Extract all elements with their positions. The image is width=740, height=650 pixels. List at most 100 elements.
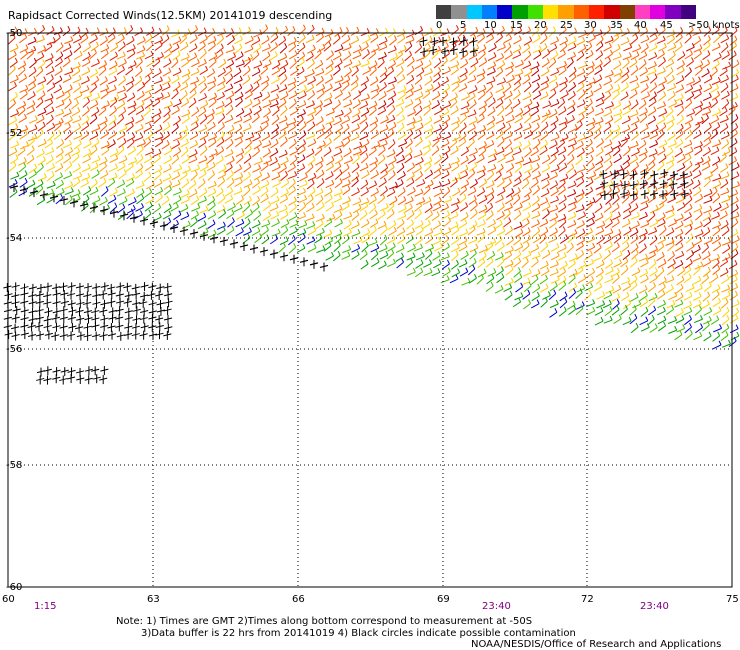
wind-barb xyxy=(630,237,639,245)
wind-barb xyxy=(594,320,604,326)
wind-barb xyxy=(161,29,170,36)
wind-barb xyxy=(271,118,280,125)
wind-barb xyxy=(693,93,702,100)
wind-barb-flag xyxy=(57,33,61,38)
wind-barb xyxy=(236,214,245,220)
wind-barb-flag xyxy=(303,90,307,96)
wind-barb-flag xyxy=(599,203,603,208)
wind-barb xyxy=(334,79,344,84)
wind-barb xyxy=(89,149,98,156)
wind-barb-flag xyxy=(59,84,63,90)
wind-barb xyxy=(440,111,450,117)
wind-barb xyxy=(261,39,270,45)
wind-barb xyxy=(549,303,559,309)
wind-barb xyxy=(64,133,72,141)
wind-barb-flag xyxy=(429,249,433,254)
wind-barb-flag xyxy=(141,188,145,193)
wind-barb-flag xyxy=(680,299,684,304)
wind-barb-flag xyxy=(735,114,739,119)
wind-barb xyxy=(98,63,107,70)
wind-barb xyxy=(324,197,333,204)
wind-barb-flag xyxy=(635,34,639,39)
wind-barb xyxy=(630,69,639,76)
wind-barb-flag xyxy=(526,218,530,224)
wind-barb-flag xyxy=(437,251,441,256)
wind-barb-flag xyxy=(484,204,488,210)
wind-barb xyxy=(199,149,208,156)
wind-barb xyxy=(260,229,269,236)
wind-barb xyxy=(514,175,522,182)
wind-barb xyxy=(513,144,522,150)
wind-barb-flag xyxy=(491,139,495,145)
wind-barb xyxy=(594,120,604,125)
wind-barb-flag xyxy=(474,50,478,56)
wind-barb-flag xyxy=(160,132,164,138)
wind-barb xyxy=(719,167,729,173)
wind-barb xyxy=(494,174,502,182)
wind-barb-flag xyxy=(275,147,279,153)
wind-barb-flag xyxy=(149,154,153,159)
wind-barb xyxy=(477,88,487,94)
wind-barb xyxy=(388,230,397,236)
scale-swatch xyxy=(588,5,605,19)
wind-barb-flag xyxy=(148,137,152,142)
wind-barb-flag xyxy=(122,51,126,56)
wind-barb-flag xyxy=(376,44,380,49)
wind-barb xyxy=(621,128,631,134)
wind-barb-flag xyxy=(403,204,407,209)
wind-barb-flag xyxy=(518,80,522,86)
wind-barb xyxy=(397,134,406,141)
wind-barb-flag xyxy=(610,115,614,120)
wind-barb-flag xyxy=(653,97,657,102)
wind-barb-flag xyxy=(465,164,469,170)
wind-barb xyxy=(540,125,549,132)
wind-barb-flag xyxy=(673,139,677,144)
wind-barb xyxy=(442,87,450,94)
wind-barb xyxy=(648,95,657,102)
wind-barb-flag xyxy=(448,66,451,71)
wind-barb xyxy=(226,213,235,220)
wind-barb xyxy=(434,158,442,165)
wind-barb xyxy=(395,53,403,61)
wind-barb xyxy=(314,109,323,116)
wind-barb-flag xyxy=(482,170,486,175)
wind-barb xyxy=(629,309,637,316)
wind-barb-flag xyxy=(600,212,604,218)
wind-barb-flag xyxy=(231,28,234,33)
wind-barb xyxy=(180,215,190,221)
wind-barb-flag xyxy=(535,257,539,262)
wind-barb xyxy=(19,93,28,100)
wind-barb xyxy=(305,72,315,78)
wind-barb xyxy=(10,158,19,165)
wind-barb xyxy=(722,65,731,70)
wind-barb-flag xyxy=(734,35,738,40)
wind-barb-flag xyxy=(214,92,218,97)
wind-barb xyxy=(558,198,567,205)
wind-barb-flag xyxy=(258,105,262,111)
wind-barb-flag xyxy=(113,194,117,200)
wind-barb-flag xyxy=(491,187,495,192)
wind-barb xyxy=(45,150,54,156)
wind-barb xyxy=(413,167,422,174)
wind-barb-flag xyxy=(610,274,614,280)
wind-barb xyxy=(630,86,640,92)
wind-barb xyxy=(603,46,612,52)
wind-barb-flag xyxy=(592,122,596,128)
wind-barb xyxy=(235,55,244,61)
wind-barb-flag xyxy=(735,324,739,329)
wind-barb xyxy=(674,217,684,222)
wind-barb-flag xyxy=(60,57,63,62)
wind-barb-flag xyxy=(580,193,584,198)
wind-barb xyxy=(298,183,308,188)
wind-barb xyxy=(485,95,493,102)
wind-barb xyxy=(630,197,638,204)
wind-barb xyxy=(91,142,100,148)
wind-barb-flag xyxy=(492,67,496,72)
wind-barb xyxy=(683,310,692,316)
wind-barb-flag xyxy=(466,101,470,106)
wind-barb-flag xyxy=(681,315,685,320)
wind-barb-flag xyxy=(709,74,713,79)
wind-barb-flag xyxy=(339,169,343,174)
wind-barb-flag xyxy=(556,251,560,257)
wind-barb xyxy=(558,158,566,166)
